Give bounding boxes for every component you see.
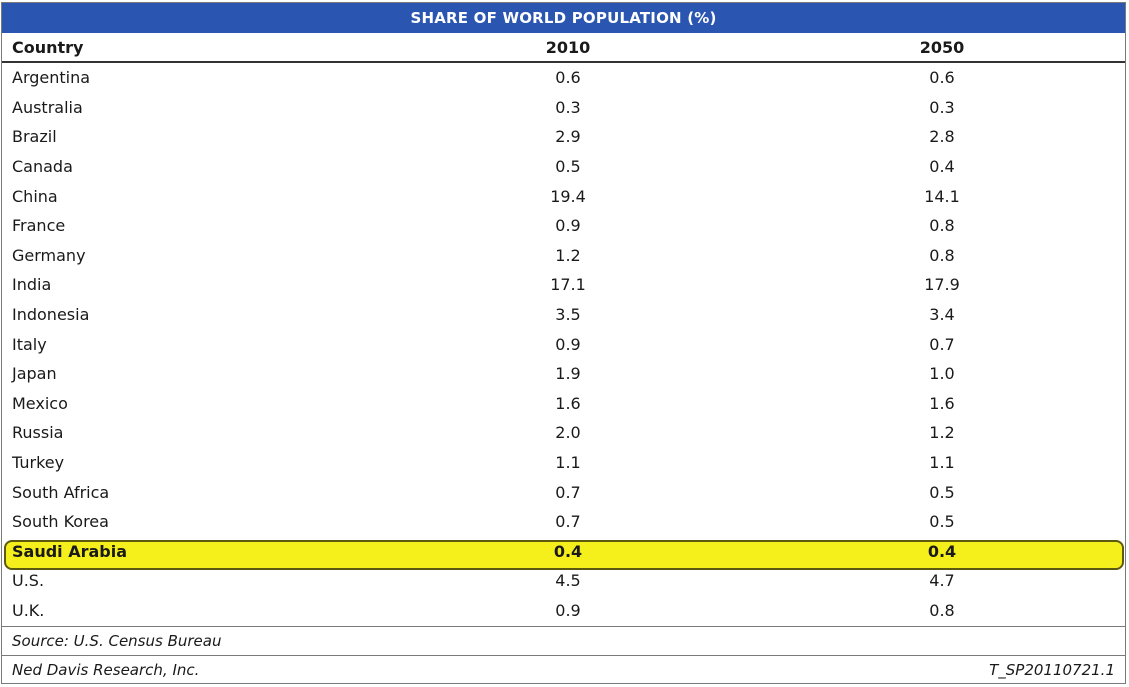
value-2050-cell: 0.8 [929,600,955,620]
value-2050-cell: 17.9 [924,275,960,295]
country-cell: China [12,186,58,206]
value-2050-cell: 0.3 [929,97,955,117]
table-row: Saudi Arabia 0.4 0.4 [2,537,1125,567]
value-2010-cell: 1.9 [555,364,581,384]
value-2050-cell: 3.4 [929,305,955,325]
table-row: China 19.4 14.1 [2,181,1125,211]
value-2010-cell: 0.9 [555,600,581,620]
value-2050-cell: 0.8 [929,216,955,236]
table-row: South Africa 0.7 0.5 [2,477,1125,507]
country-cell: Italy [12,334,47,354]
table-row: U.K. 0.9 0.8 [2,596,1125,626]
country-cell: Indonesia [12,305,90,325]
value-2010-cell: 3.5 [555,305,581,325]
country-cell: U.K. [12,600,45,620]
value-2010-cell: 19.4 [550,186,586,206]
value-2050-cell: 0.6 [929,68,955,88]
value-2010-cell: 0.5 [555,157,581,177]
value-2010-cell: 0.7 [555,482,581,502]
table-row: Brazil 2.9 2.8 [2,122,1125,152]
value-2010-cell: 0.9 [555,216,581,236]
header-2010: 2010 [545,37,591,57]
country-cell: India [12,275,52,295]
value-2050-cell: 0.4 [929,157,955,177]
value-2010-cell: 0.7 [555,512,581,532]
value-2050-cell: 1.2 [929,423,955,443]
value-2050-cell: 0.4 [927,541,957,561]
table-row: Turkey 1.1 1.1 [2,448,1125,478]
country-cell: Argentina [12,68,91,88]
value-2010-cell: 0.6 [555,68,581,88]
value-2050-cell: 4.7 [929,571,955,591]
header-country: Country [12,37,84,57]
value-2010-cell: 0.3 [555,97,581,117]
country-cell: Germany [12,245,86,265]
table-row: France 0.9 0.8 [2,211,1125,241]
table-row: Germany 1.2 0.8 [2,241,1125,271]
country-cell: U.S. [12,571,45,591]
country-cell: Mexico [12,393,68,413]
table-row: Argentina 0.6 0.6 [2,63,1125,93]
footer: Ned Davis Research, Inc. T_SP20110721.1 [2,655,1125,684]
value-2050-cell: 0.5 [929,482,955,502]
value-2050-cell: 14.1 [924,186,960,206]
country-cell: Saudi Arabia [12,541,128,561]
value-2010-cell: 2.0 [555,423,581,443]
highlight-box [4,540,1124,570]
country-cell: France [12,216,66,236]
table-row: U.S. 4.5 4.7 [2,566,1125,596]
table-row: Mexico 1.6 1.6 [2,389,1125,419]
table-row: India 17.1 17.9 [2,270,1125,300]
value-2050-cell: 0.5 [929,512,955,532]
value-2050-cell: 1.6 [929,393,955,413]
table-row: Indonesia 3.5 3.4 [2,300,1125,330]
source-note: Source: U.S. Census Bureau [2,626,1125,655]
country-cell: South Africa [12,482,110,502]
country-cell: Turkey [12,453,65,473]
value-2050-cell: 1.1 [929,453,955,473]
country-cell: South Korea [12,512,109,532]
value-2010-cell: 1.6 [555,393,581,413]
table-row: South Korea 0.7 0.5 [2,507,1125,537]
table-row: Canada 0.5 0.4 [2,152,1125,182]
value-2010-cell: 4.5 [555,571,581,591]
table-title: SHARE OF WORLD POPULATION (%) [2,3,1125,33]
value-2010-cell: 2.9 [555,127,581,147]
value-2050-cell: 0.8 [929,245,955,265]
value-2050-cell: 0.7 [929,334,955,354]
value-2050-cell: 2.8 [929,127,955,147]
table-row: Australia 0.3 0.3 [2,93,1125,123]
value-2010-cell: 0.4 [553,541,583,561]
value-2010-cell: 1.2 [555,245,581,265]
value-2010-cell: 17.1 [550,275,586,295]
country-cell: Australia [12,97,83,117]
value-2010-cell: 1.1 [555,453,581,473]
table-row: Russia 2.0 1.2 [2,418,1125,448]
chart-code: T_SP20110721.1 [989,661,1115,679]
table-row: Italy 0.9 0.7 [2,329,1125,359]
country-cell: Russia [12,423,64,443]
publisher-text: Ned Davis Research, Inc. [12,661,200,679]
header-row: Country 2010 2050 [2,33,1125,63]
header-2050: 2050 [919,37,965,57]
table-body: Argentina 0.6 0.6 Australia 0.3 0.3 Brazil 2.9 2… [2,63,1125,625]
country-cell: Brazil [12,127,57,147]
value-2050-cell: 1.0 [929,364,955,384]
country-cell: Canada [12,157,73,177]
value-2010-cell: 0.9 [555,334,581,354]
country-cell: Japan [12,364,57,384]
table-row: Japan 1.9 1.0 [2,359,1125,389]
source-text: Source: U.S. Census Bureau [12,632,222,650]
